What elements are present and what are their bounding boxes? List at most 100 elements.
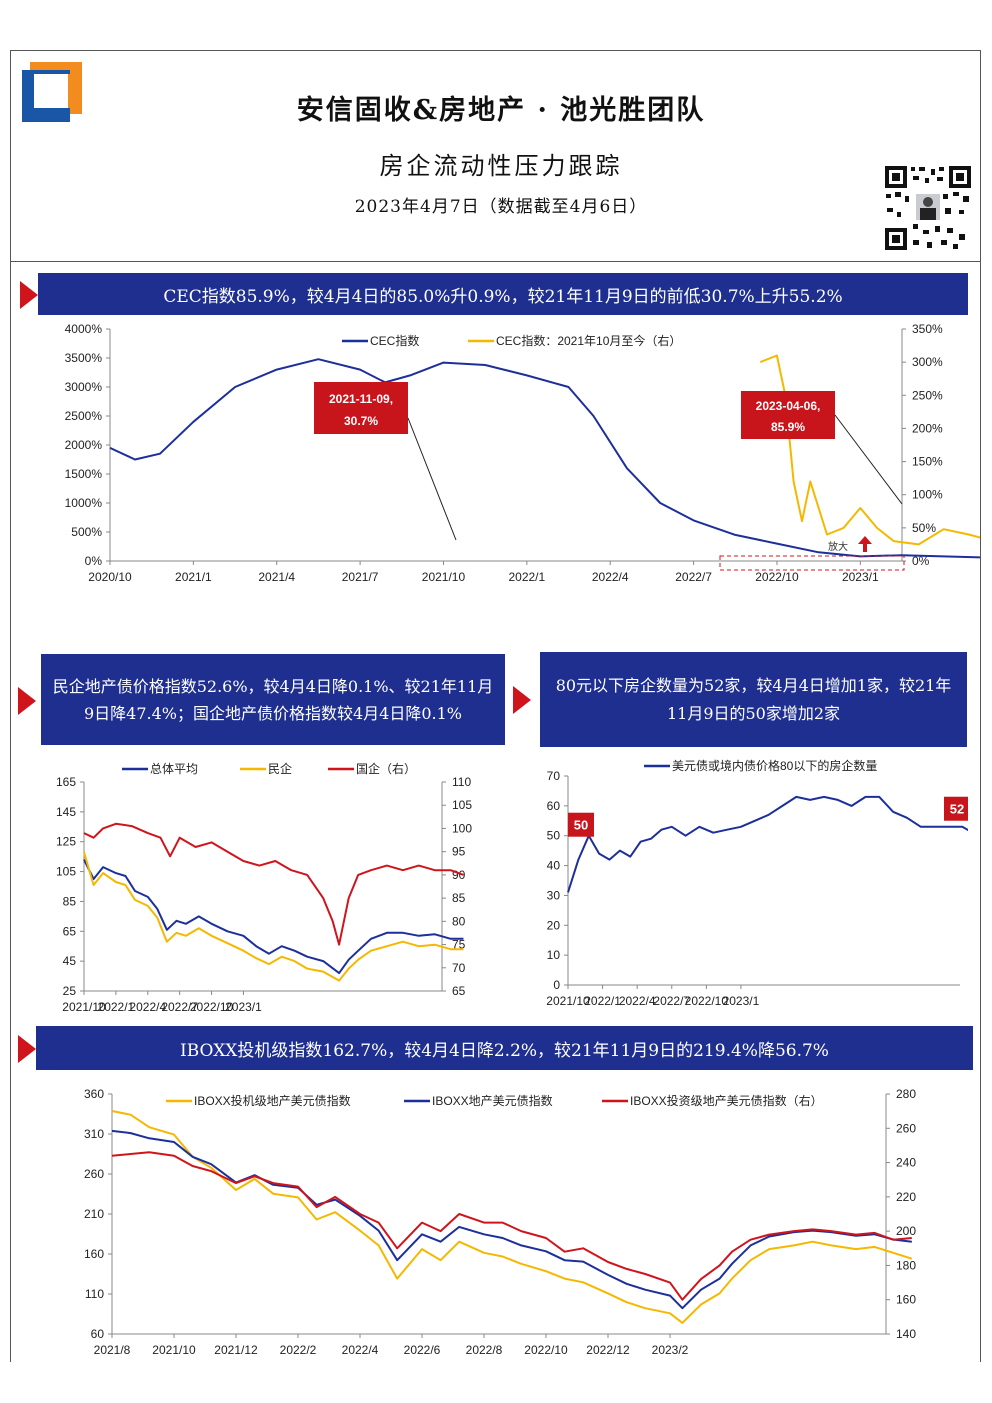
y-left-tick-label: 0 [553,978,560,992]
x-tick-label: 2022/4 [592,570,629,584]
y-right-tick-label: 160 [896,1293,916,1307]
y-right-tick-label: 240 [896,1156,916,1170]
page-frame [10,50,981,1362]
y-right-tick-label: 220 [896,1190,916,1204]
y-left-tick-label: 105 [56,865,76,879]
y-left-tick-label: 70 [547,769,561,783]
x-tick-label: 2022/4 [342,1343,379,1357]
annotation-leader [407,417,457,541]
legend-label: CEC指数 [370,333,419,348]
y-left-tick-label: 65 [63,924,77,938]
y-left-tick-label: 50 [547,829,561,843]
y-left-tick-label: 30 [547,888,561,902]
y-right-tick-label: 75 [452,938,466,952]
y-left-tick-label: 310 [84,1127,104,1141]
y-right-tick-label: 80 [452,914,466,928]
x-tick-label: 2021/8 [94,1343,131,1357]
legend-label: IBOXX投机级地产美元债指数 [194,1093,351,1108]
y-left-tick-label: 85 [63,894,77,908]
section-marker-icon [18,1035,36,1063]
x-tick-label: 2022/10 [685,994,729,1008]
x-tick-label: 2021/10 [546,994,590,1008]
y-left-tick-label: 4000% [65,322,103,336]
series-line-2 [83,822,464,946]
y-left-tick-label: 500% [71,525,102,539]
x-tick-label: 2021/10 [62,1000,106,1014]
series-line-2 [111,1151,912,1301]
annotation-box-latest [741,391,835,439]
y-right-tick-label: 100 [452,821,472,835]
x-tick-label: 2021/4 [258,570,295,584]
y-right-tick-label: 105 [452,798,472,812]
x-tick-label: 2022/10 [190,1000,234,1014]
x-tick-label: 2022/1 [508,570,545,584]
legend-label: IBOXX投资级地产美元债指数（右） [630,1093,823,1108]
y-right-tick-label: 0% [912,554,930,568]
legend-label: CEC指数：2021年10月至今（右） [496,333,681,348]
series-line-0 [83,859,464,975]
x-tick-label: 2023/2 [652,1343,689,1357]
series-line-0 [567,795,968,893]
up-arrow-icon [858,536,872,552]
x-tick-label: 2022/4 [619,994,656,1008]
y-left-tick-label: 160 [84,1247,104,1261]
zoom-region-box [719,555,905,571]
series-line-0 [111,1110,913,1324]
section-marker-icon [20,281,38,309]
annotation-label-low: 2021-11-09, [329,392,393,406]
legend-label: 国企（右） [356,761,416,776]
y-right-tick-label: 110 [452,775,471,789]
y-right-tick-label: 150% [912,455,943,469]
y-left-tick-label: 125 [56,835,76,849]
legend-label: 美元债或境内债价格80以下的房企数量 [672,758,877,773]
count80-chart: 70 60 50 40 30 20 10 0 2021/102022/12022/42022/7… [546,758,968,1008]
y-left-tick-label: 0% [85,554,103,568]
x-tick-label: 2022/7 [161,1000,198,1014]
y-right-tick-label: 200% [912,421,943,435]
y-left-tick-label: 1500% [65,467,103,481]
y-left-tick-label: 3000% [65,380,103,394]
legend-label: IBOXX地产美元债指数 [432,1093,553,1108]
x-tick-label: 2023/1 [723,994,760,1008]
y-left-tick-label: 25 [63,984,77,998]
y-left-tick-label: 165 [56,775,76,789]
x-tick-label: 2022/8 [466,1343,503,1357]
annotation-value-low: 30.7% [344,414,378,428]
count80-summary-banner: 80元以下房企数量为52家，较4月4日增加1家，较21年11月9日的50家增加2… [540,652,967,747]
y-left-tick-label: 210 [84,1207,104,1221]
x-tick-label: 2022/7 [653,994,690,1008]
y-left-tick-label: 1000% [65,496,103,510]
section-marker-icon [513,686,531,714]
x-tick-label: 2021/10 [152,1343,196,1357]
cec-index-chart: 4000% 3500% 3000% 2500% 2000% 1500% 1000% 500% 0… [65,322,980,584]
y-left-tick-label: 45 [63,954,77,968]
y-left-tick-label: 2000% [65,438,103,452]
value-label: 52 [950,802,964,817]
y-right-tick-label: 180 [896,1258,916,1272]
x-tick-label: 2022/1 [584,994,621,1008]
series-line-0 [109,358,980,559]
x-tick-label: 2021/1 [175,570,212,584]
y-left-tick-label: 145 [56,805,76,819]
x-tick-label: 2022/2 [280,1343,317,1357]
y-right-tick-label: 350% [912,322,943,336]
y-left-tick-label: 20 [547,918,561,932]
legend-label: 民企 [268,761,292,776]
x-tick-label: 2022/1 [98,1000,135,1014]
report-date: 2023年4月7日（数据截至4月6日） [354,197,648,217]
y-right-tick-label: 280 [896,1087,916,1101]
annotation-label-latest: 2023-04-06, [756,399,821,413]
x-tick-label: 2021/12 [214,1343,258,1357]
y-left-tick-label: 60 [547,799,561,813]
iboxx-index-chart: 360 310 260 210 160 110 60 280 260 240 220 200 180 16… [84,1087,916,1357]
qr-code-icon [883,164,973,252]
y-right-tick-label: 260 [896,1121,916,1135]
value-label-box [568,812,594,837]
x-tick-label: 2021/7 [342,570,379,584]
x-tick-label: 2021/10 [422,570,466,584]
x-tick-label: 2022/10 [524,1343,568,1357]
header-divider [10,261,981,262]
annotation-leader [834,414,903,505]
x-tick-label: 2022/7 [675,570,712,584]
value-label-box [944,796,968,821]
